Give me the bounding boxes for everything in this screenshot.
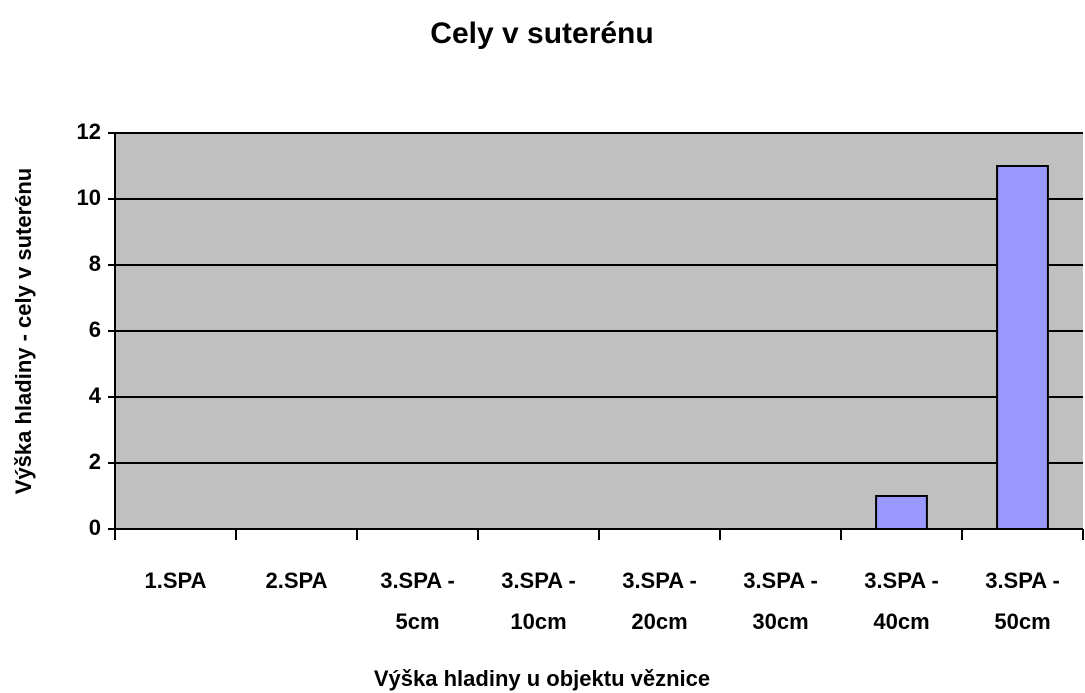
y-tick-label: 6 — [89, 317, 101, 342]
x-tick-label: 3.SPA - 30cm — [743, 568, 818, 634]
y-tick-label: 4 — [89, 383, 102, 408]
x-tick-label: 3.SPA - 20cm — [622, 568, 697, 634]
y-tick-label: 0 — [89, 515, 101, 540]
bar — [875, 495, 928, 530]
y-tick-label: 8 — [89, 251, 101, 276]
bar — [996, 165, 1049, 530]
y-tick-label: 12 — [77, 119, 101, 144]
x-tick-label: 3.SPA - 40cm — [864, 568, 939, 634]
y-tick-label: 10 — [77, 185, 101, 210]
x-tick-label: 3.SPA - 50cm — [985, 568, 1060, 634]
y-tick-label: 2 — [89, 449, 101, 474]
x-tick-label: 2.SPA — [265, 568, 328, 593]
y-axis-title: Výška hladiny - cely v suterénu — [11, 168, 36, 494]
x-tick-label: 3.SPA - 5cm — [380, 568, 455, 634]
chart-title: Cely v suterénu — [430, 17, 653, 50]
x-tick-label: 3.SPA - 10cm — [501, 568, 576, 634]
x-tick-label: 1.SPA — [144, 568, 207, 593]
x-axis-title: Výška hladiny u objektu věznice — [374, 666, 710, 691]
